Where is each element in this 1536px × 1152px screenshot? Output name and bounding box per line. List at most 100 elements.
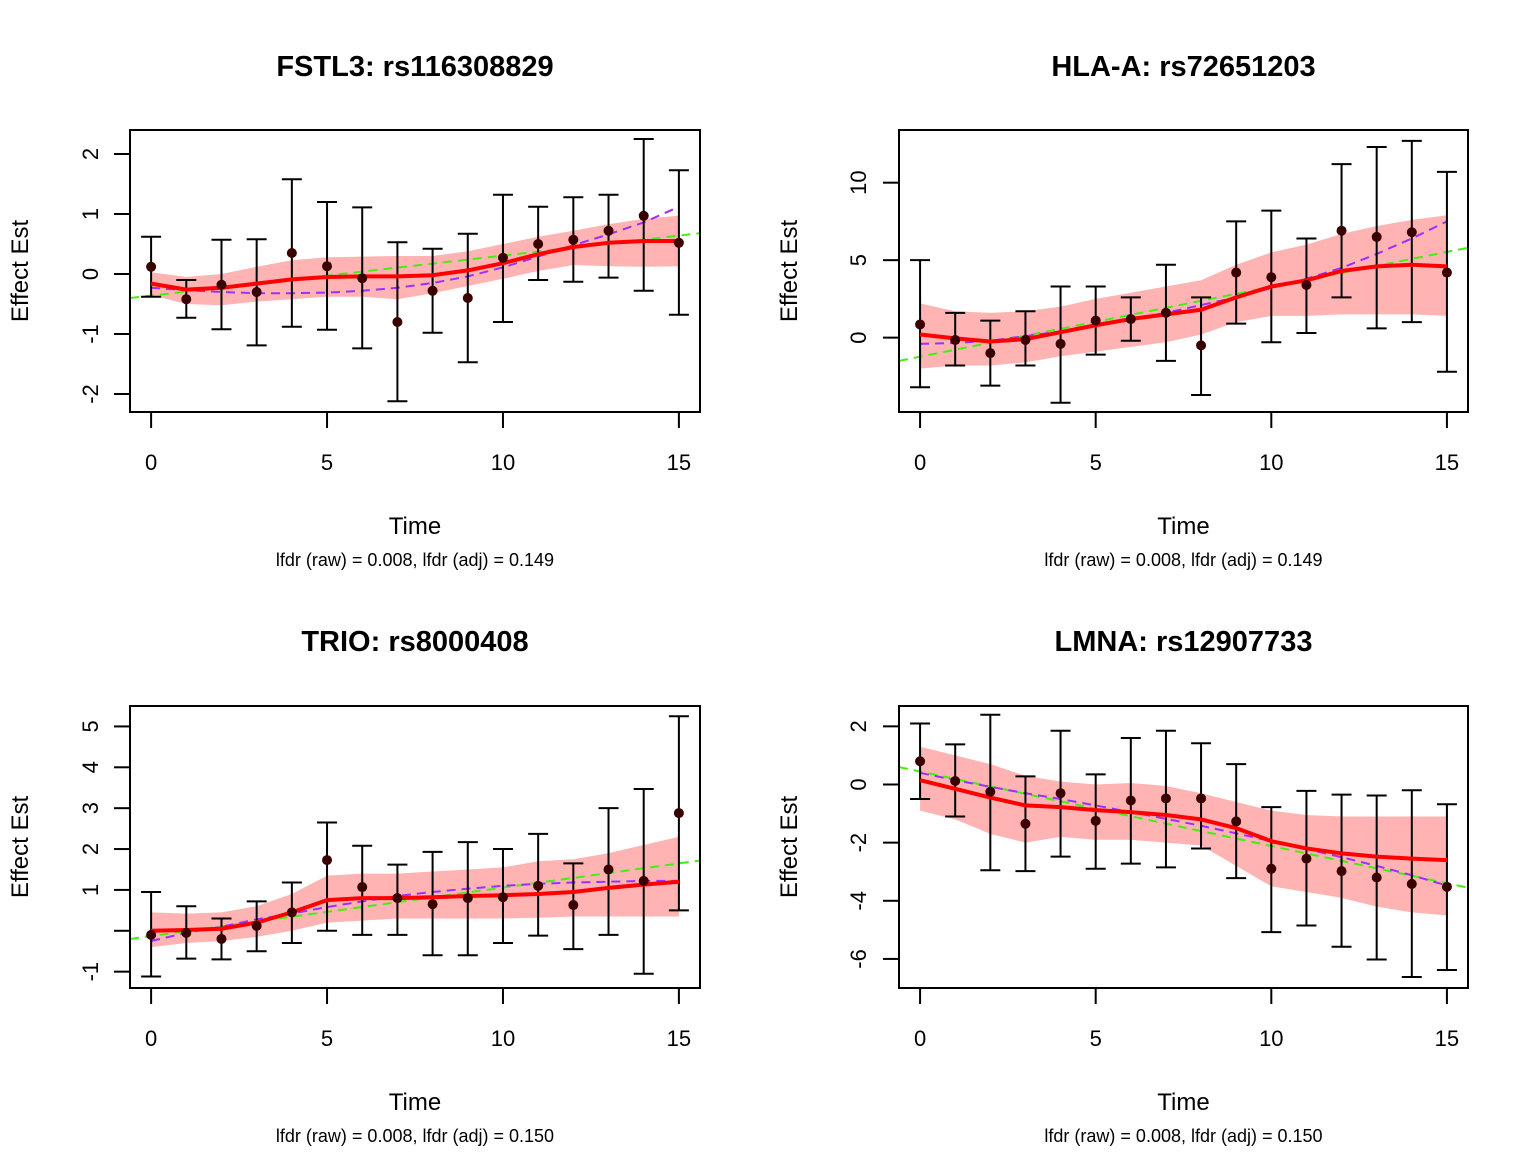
data-point	[1020, 334, 1031, 345]
data-point	[1231, 267, 1242, 278]
y-tick-label: 5	[78, 720, 103, 732]
smooth-line	[919, 262, 1448, 344]
data-point	[216, 933, 227, 944]
data-point	[985, 348, 996, 359]
data-point	[1090, 315, 1101, 326]
data-point	[497, 892, 508, 903]
y-axis-label: Effect Est	[776, 796, 803, 899]
x-tick-label: 10	[1259, 450, 1283, 475]
data-point	[915, 319, 926, 330]
x-tick-label: 15	[1435, 450, 1459, 475]
x-tick-label: 0	[914, 450, 926, 475]
data-point	[1336, 225, 1347, 236]
panel-title: FSTL3: rs116308829	[276, 51, 553, 83]
data-point	[1020, 818, 1031, 829]
data-point	[568, 900, 579, 911]
y-tick-label: 0	[846, 332, 871, 344]
data-point	[950, 776, 961, 787]
data-point	[1231, 816, 1242, 827]
plot-area	[899, 139, 1468, 404]
y-tick-label: 10	[846, 170, 871, 194]
panel-2: 0 5 10 15 0 5 10 HLA-A: rs72651203 Time lfdr (raw…	[776, 51, 1469, 570]
data-point	[216, 279, 227, 290]
x-tick-label: 15	[667, 1026, 691, 1051]
data-point	[638, 210, 649, 221]
data-point	[251, 920, 262, 931]
data-point	[322, 855, 333, 866]
plot-box	[898, 705, 1469, 989]
data-point	[533, 880, 544, 891]
x-tick-label: 0	[914, 1026, 926, 1051]
data-point	[427, 285, 438, 296]
x-axis-label: Time	[389, 1089, 441, 1116]
confidence-band	[151, 215, 679, 306]
x-tick-label: 10	[1259, 1026, 1283, 1051]
plot-area	[130, 138, 700, 403]
lfdr-caption: lfdr (raw) = 0.008, lfdr (adj) = 0.150	[1044, 1126, 1322, 1146]
data-point	[392, 893, 403, 904]
data-point	[286, 248, 297, 258]
panel-3: 0 5 10 15 -1 1 2 3 4 5 TRIO: rs8000408 Time lfdr (ra…	[7, 626, 701, 1146]
panel-title: TRIO: rs8000408	[301, 626, 528, 658]
smooth-line	[150, 239, 679, 292]
data-point	[1406, 227, 1417, 238]
data-point	[1301, 853, 1312, 864]
y-axis-label: Effect Est	[7, 220, 34, 323]
x-axis-label: Time	[389, 513, 441, 540]
x-tick-label: 5	[1090, 450, 1102, 475]
data-point	[392, 317, 403, 327]
data-point	[181, 294, 192, 305]
data-point	[497, 252, 508, 263]
data-point	[1441, 881, 1452, 892]
y-tick-label: 0	[78, 268, 103, 280]
x-tick-label: 0	[145, 1026, 157, 1051]
y-tick-label: -1	[78, 324, 103, 344]
data-point	[1301, 279, 1312, 290]
x-tick-label: 15	[667, 450, 691, 475]
data-point	[1125, 314, 1136, 325]
data-point	[1336, 866, 1347, 877]
y-tick-label: -2	[78, 384, 103, 404]
x-axis-label: Time	[1157, 1089, 1209, 1116]
plot-area	[130, 715, 700, 978]
confidence-band	[920, 215, 1447, 369]
data-point	[322, 261, 333, 272]
lfdr-caption: lfdr (raw) = 0.008, lfdr (adj) = 0.150	[276, 1126, 554, 1146]
y-axis-label: Effect Est	[7, 796, 34, 899]
smooth-line	[151, 879, 680, 933]
data-point	[1160, 793, 1171, 804]
data-point	[251, 287, 262, 297]
panel-title: LMNA: rs12907733	[1055, 626, 1313, 658]
data-point	[462, 293, 473, 303]
y-tick-label: 1	[78, 208, 103, 220]
plot-box	[129, 705, 701, 989]
data-point	[1406, 878, 1417, 889]
data-point	[146, 261, 157, 272]
smooth-line	[919, 778, 1448, 863]
data-point	[568, 234, 579, 245]
data-point	[1055, 788, 1066, 799]
data-point	[1371, 231, 1382, 242]
data-point	[1266, 272, 1277, 283]
panel-1: 0 5 10 15 -2 -1 0 1 2 FSTL3: rs116308829 Time lfdr …	[7, 51, 701, 570]
data-point	[462, 893, 473, 904]
error-bar	[598, 193, 619, 279]
data-point	[286, 907, 297, 918]
data-point	[181, 927, 192, 938]
data-point	[146, 929, 157, 940]
data-point	[673, 237, 684, 248]
lfdr-caption: lfdr (raw) = 0.008, lfdr (adj) = 0.149	[276, 550, 554, 570]
data-point	[1371, 872, 1382, 883]
data-point	[533, 239, 544, 249]
data-point	[603, 864, 614, 875]
data-point	[985, 786, 996, 797]
x-tick-label: 15	[1435, 1026, 1459, 1051]
data-point	[1160, 307, 1171, 318]
y-tick-label: 5	[846, 254, 871, 266]
data-point	[357, 273, 368, 284]
x-axis-label: Time	[1157, 513, 1209, 540]
data-point	[357, 882, 368, 893]
x-tick-label: 10	[491, 450, 515, 475]
y-tick-label: -4	[846, 891, 871, 911]
data-point	[1196, 793, 1207, 804]
